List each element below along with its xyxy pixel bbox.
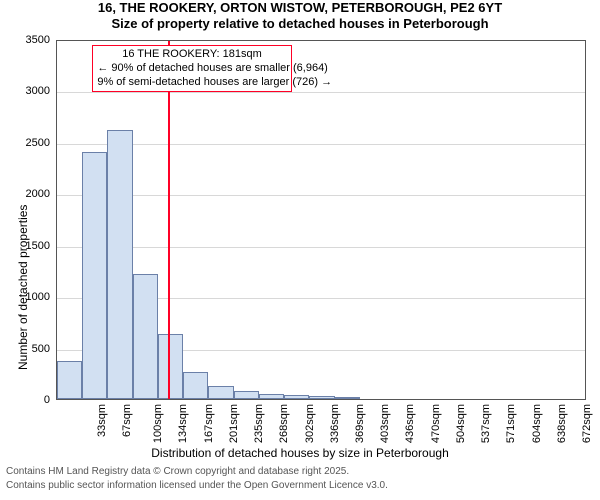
xtick-label: 33sqm	[96, 404, 108, 437]
xtick-label: 436sqm	[405, 404, 417, 443]
gridline-h	[57, 92, 585, 93]
histogram-bar	[107, 130, 132, 399]
ytick-label: 1000	[26, 291, 56, 303]
annotation-line: 16 THE ROOKERY: 181sqm	[97, 48, 286, 62]
xtick-label: 369sqm	[354, 404, 366, 443]
xtick-label: 201sqm	[228, 404, 240, 443]
xtick-label: 504sqm	[455, 404, 467, 443]
annotation-line: 9% of semi-detached houses are larger (7…	[97, 76, 286, 90]
xtick-label: 537sqm	[480, 404, 492, 443]
footer-line-2: Contains public sector information licen…	[6, 480, 388, 491]
annotation-line: ← 90% of detached houses are smaller (6,…	[97, 62, 286, 76]
ytick-label: 0	[44, 394, 56, 406]
xtick-label: 67sqm	[121, 404, 133, 437]
ytick-label: 3000	[26, 85, 56, 97]
xtick-label: 167sqm	[203, 404, 215, 443]
histogram-bar	[234, 391, 259, 399]
xtick-label: 100sqm	[152, 404, 164, 443]
histogram-bar	[158, 334, 183, 399]
plot-wrap: 16 THE ROOKERY: 181sqm← 90% of detached …	[56, 40, 586, 400]
gridline-h	[57, 195, 585, 196]
xtick-label: 302sqm	[304, 404, 316, 443]
xtick-label: 134sqm	[177, 404, 189, 443]
ytick-label: 2000	[26, 188, 56, 200]
y-axis-label: Number of detached properties	[16, 205, 30, 370]
histogram-bar	[183, 372, 208, 399]
ytick-label: 2500	[26, 137, 56, 149]
chart-container: 16, THE ROOKERY, ORTON WISTOW, PETERBORO…	[0, 0, 600, 500]
xtick-label: 470sqm	[430, 404, 442, 443]
xtick-label: 235sqm	[253, 404, 265, 443]
histogram-bar	[57, 361, 82, 399]
marker-line	[168, 41, 170, 399]
histogram-bar	[208, 386, 233, 399]
chart-title-line2: Size of property relative to detached ho…	[0, 16, 600, 32]
histogram-bar	[309, 396, 334, 399]
x-axis-label: Distribution of detached houses by size …	[0, 446, 600, 460]
ytick-label: 500	[32, 343, 56, 355]
xtick-label: 571sqm	[506, 404, 518, 443]
xtick-label: 604sqm	[531, 404, 543, 443]
xtick-label: 638sqm	[556, 404, 568, 443]
xtick-label: 336sqm	[329, 404, 341, 443]
histogram-bar	[133, 274, 158, 399]
gridline-h	[57, 247, 585, 248]
xtick-label: 268sqm	[278, 404, 290, 443]
histogram-bar	[284, 395, 309, 399]
annotation-box: 16 THE ROOKERY: 181sqm← 90% of detached …	[92, 45, 291, 92]
histogram-bar	[259, 394, 284, 399]
ytick-label: 1500	[26, 240, 56, 252]
xtick-label: 672sqm	[581, 404, 593, 443]
xtick-label: 403sqm	[379, 404, 391, 443]
plot-area: 16 THE ROOKERY: 181sqm← 90% of detached …	[56, 40, 586, 400]
histogram-bar	[335, 397, 360, 399]
chart-title-line1: 16, THE ROOKERY, ORTON WISTOW, PETERBORO…	[0, 0, 600, 16]
histogram-bar	[82, 152, 107, 399]
ytick-label: 3500	[26, 34, 56, 46]
footer-line-1: Contains HM Land Registry data © Crown c…	[6, 466, 349, 477]
gridline-h	[57, 144, 585, 145]
